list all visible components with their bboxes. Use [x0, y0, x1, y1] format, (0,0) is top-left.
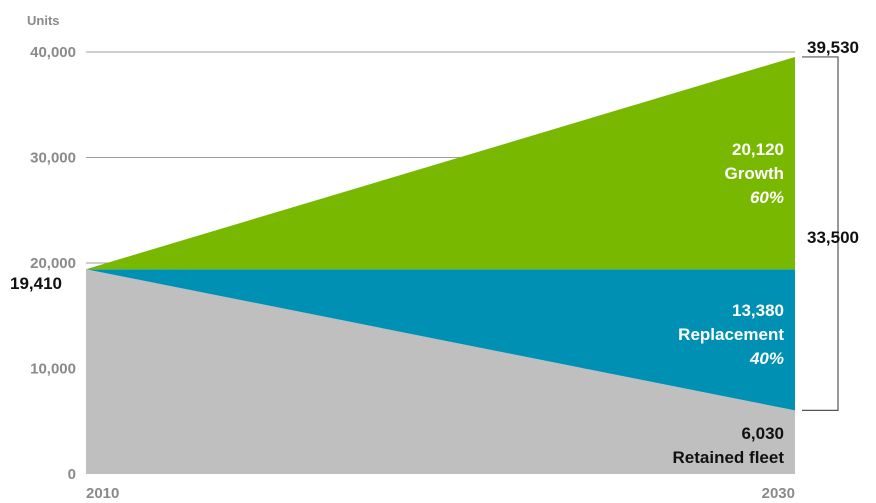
replacement-value-label: 13,380 [732, 301, 784, 320]
growth-labels: 20,120 Growth 60% [725, 140, 785, 207]
start-value-label: 19,410 [10, 274, 62, 293]
retained-value-label: 6,030 [741, 424, 784, 443]
replacement-series-name: Replacement [678, 325, 784, 344]
growth-value-label: 20,120 [732, 140, 784, 159]
replacement-labels: 13,380 Replacement 40% [678, 301, 784, 368]
stacked-areas [86, 56, 795, 474]
y-tick-1: 10,000 [30, 361, 76, 378]
replacement-area [86, 269, 795, 411]
retained-series-name: Retained fleet [673, 448, 785, 467]
y-tick-0: 0 [68, 466, 76, 483]
retained-labels: 6,030 Retained fleet [673, 424, 785, 467]
growth-area [86, 56, 795, 270]
growth-percent-label: 60% [750, 188, 784, 207]
y-tick-3: 30,000 [30, 150, 76, 167]
y-tick-labels: 0 10,000 20,000 30,000 40,000 [30, 44, 76, 483]
new-units-label: 33,500 [807, 228, 859, 247]
y-tick-4: 40,000 [30, 44, 76, 61]
replacement-percent-label: 40% [749, 349, 784, 368]
end-total-label: 39,530 [807, 38, 859, 57]
y-tick-2: 20,000 [30, 255, 76, 272]
retained-fleet-area [86, 269, 795, 474]
new-units-bracket [802, 56, 839, 411]
growth-series-name: Growth [725, 164, 785, 183]
y-axis-label: Units [27, 13, 60, 28]
x-tick-2010: 2010 [86, 485, 119, 502]
x-tick-2030: 2030 [762, 485, 795, 502]
